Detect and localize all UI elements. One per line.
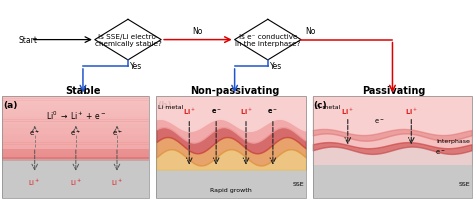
Bar — [2, 97, 149, 160]
Text: (b): (b) — [157, 101, 172, 110]
Text: Li metal: Li metal — [158, 105, 184, 109]
Text: No: No — [193, 27, 203, 36]
Text: (a): (a) — [3, 101, 17, 110]
Bar — [156, 170, 306, 198]
Bar — [2, 145, 149, 147]
Bar — [2, 139, 149, 141]
Polygon shape — [95, 20, 161, 61]
Text: No: No — [306, 27, 316, 36]
Text: Li$^+$: Li$^+$ — [70, 177, 82, 187]
Text: Is SSE/Li electro-
chemically stable?: Is SSE/Li electro- chemically stable? — [94, 34, 162, 47]
Bar — [2, 160, 149, 198]
Bar — [2, 105, 149, 107]
Bar — [2, 149, 149, 151]
Text: e$^-$: e$^-$ — [29, 129, 40, 138]
Bar — [156, 97, 306, 198]
Bar — [2, 97, 149, 99]
Bar — [2, 155, 149, 158]
Bar — [2, 147, 149, 149]
Text: e$^-$: e$^-$ — [267, 107, 278, 116]
Text: e$^-$: e$^-$ — [111, 129, 122, 138]
Text: Non-passivating: Non-passivating — [190, 86, 279, 96]
Text: Li metal: Li metal — [315, 105, 340, 109]
Text: Yes: Yes — [270, 62, 283, 70]
Text: Stable: Stable — [65, 86, 100, 96]
Bar — [2, 149, 149, 160]
Bar — [2, 130, 149, 133]
Bar — [2, 116, 149, 118]
Bar — [2, 124, 149, 126]
Text: Yes: Yes — [130, 62, 143, 70]
Bar — [156, 97, 306, 170]
Text: SSE: SSE — [292, 181, 304, 186]
Bar — [2, 132, 149, 135]
Bar — [2, 120, 149, 122]
Bar — [313, 166, 472, 198]
Text: e$^-$: e$^-$ — [211, 107, 221, 116]
Bar — [2, 109, 149, 112]
Bar — [2, 114, 149, 116]
Text: Interphase: Interphase — [437, 138, 470, 143]
Bar — [2, 126, 149, 128]
Text: Li$^+$: Li$^+$ — [405, 106, 418, 116]
Bar — [2, 143, 149, 145]
Text: (c): (c) — [313, 101, 327, 110]
Text: Is e⁻ conductive
in the interphase?: Is e⁻ conductive in the interphase? — [235, 34, 301, 47]
Bar — [2, 136, 149, 139]
Bar — [2, 151, 149, 153]
Text: SSE: SSE — [458, 181, 470, 186]
Text: e$^-$: e$^-$ — [71, 129, 81, 138]
Text: Start: Start — [19, 36, 38, 45]
Text: Li$^+$: Li$^+$ — [341, 106, 354, 116]
Text: e$^-$: e$^-$ — [435, 147, 445, 156]
Text: Rapid growth: Rapid growth — [210, 187, 252, 192]
Polygon shape — [235, 20, 301, 61]
Bar — [2, 141, 149, 143]
Text: Passivating: Passivating — [362, 86, 425, 96]
Bar — [2, 103, 149, 105]
Bar — [2, 122, 149, 124]
Bar — [313, 97, 472, 166]
Bar — [2, 99, 149, 101]
Text: Li$^+$: Li$^+$ — [28, 177, 41, 187]
Text: Li$^+$: Li$^+$ — [239, 106, 253, 116]
Bar — [2, 153, 149, 155]
Bar — [2, 158, 149, 162]
Text: e$^-$: e$^-$ — [374, 117, 385, 126]
Bar — [313, 97, 472, 198]
Bar — [2, 97, 149, 198]
Bar — [2, 118, 149, 120]
Text: Li$^0$ $\rightarrow$ Li$^+$ + e$^-$: Li$^0$ $\rightarrow$ Li$^+$ + e$^-$ — [46, 109, 106, 121]
Bar — [2, 157, 149, 160]
Bar — [2, 101, 149, 103]
Bar — [2, 107, 149, 109]
Bar — [2, 111, 149, 114]
Bar — [2, 128, 149, 130]
Text: Li$^+$: Li$^+$ — [111, 177, 123, 187]
Bar — [2, 134, 149, 137]
Text: Li$^+$: Li$^+$ — [183, 106, 196, 116]
